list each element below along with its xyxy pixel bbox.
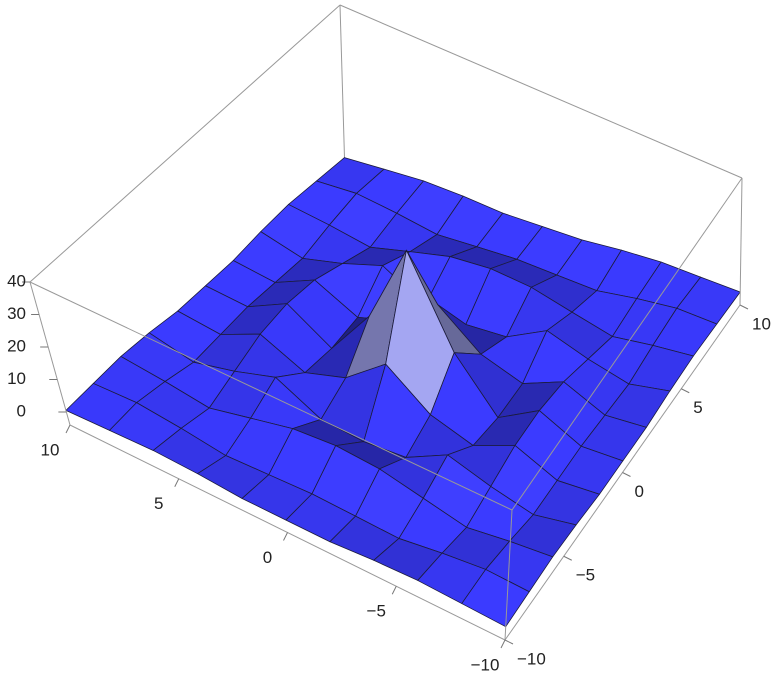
x-tick: [391, 586, 397, 595]
y-tick: [622, 472, 631, 477]
y-tick-label: 10: [752, 314, 771, 333]
y-tick: [681, 388, 690, 394]
x-tick: [174, 478, 180, 487]
y-tick: [563, 555, 572, 561]
x-tick-label: 0: [263, 548, 272, 567]
box-edge: [739, 177, 743, 306]
z-tick-label: 20: [7, 336, 26, 355]
x-tick-label: 10: [41, 440, 60, 459]
z-tick-label: 30: [7, 304, 26, 323]
x-tick: [65, 424, 71, 434]
y-tick: [504, 639, 514, 645]
box-edge: [511, 177, 743, 511]
box-edge: [504, 509, 513, 641]
surface-patch: [461, 569, 530, 628]
box-edge: [29, 4, 341, 283]
z-tick-label: 0: [17, 401, 26, 420]
box-edge: [29, 281, 513, 511]
z-tick-label: 10: [7, 369, 26, 388]
x-tick-label: −5: [367, 602, 386, 621]
y-tick-label: 5: [693, 398, 702, 417]
y-tick: [739, 304, 749, 310]
y-tick-label: 0: [635, 482, 644, 501]
x-tick-label: 5: [154, 494, 163, 513]
y-tick-label: −10: [517, 649, 546, 668]
y-tick-label: −5: [576, 566, 595, 585]
x-tick-label: −10: [471, 655, 500, 674]
box-edge: [339, 4, 346, 176]
box-edge: [29, 281, 71, 426]
z-tick-label: 40: [7, 271, 26, 290]
x-tick: [283, 532, 288, 541]
box-edge: [339, 4, 743, 179]
x-tick: [500, 639, 506, 649]
